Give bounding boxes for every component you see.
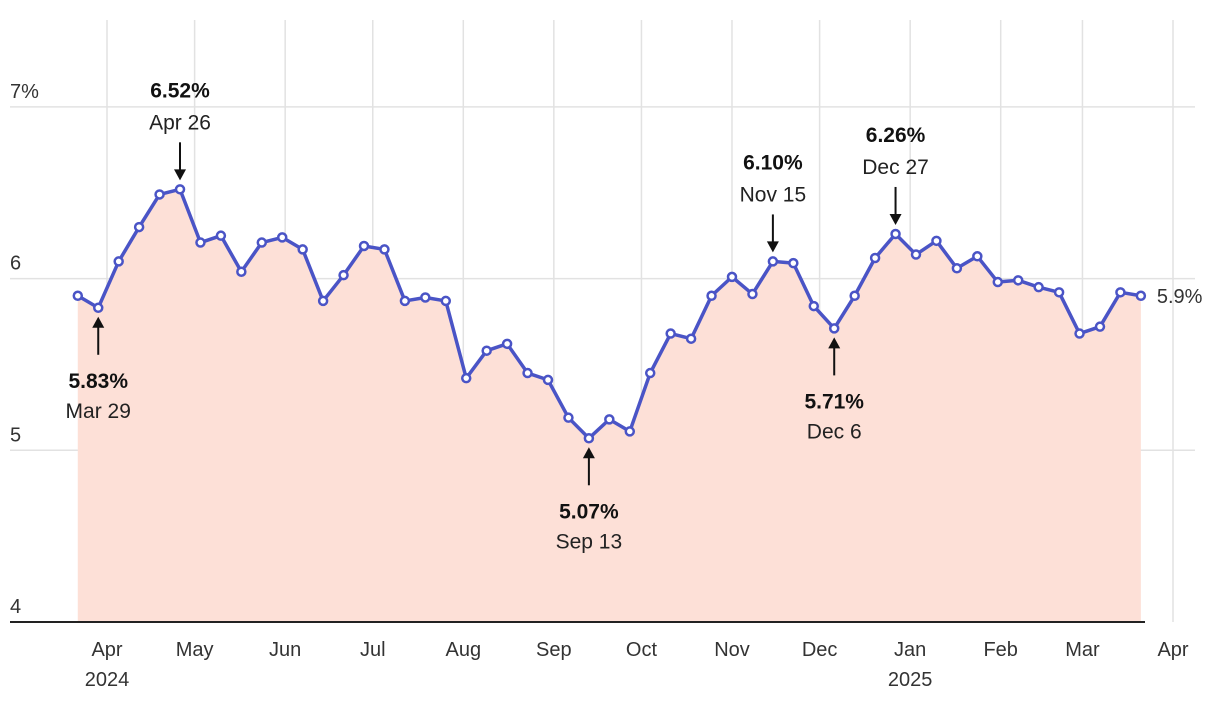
data-point xyxy=(747,288,758,300)
annotation-value: 5.07% xyxy=(559,500,619,523)
annotation-date: Dec 27 xyxy=(862,156,929,179)
data-point xyxy=(256,237,268,248)
y-tick-label: 7% xyxy=(10,81,39,103)
data-point xyxy=(154,189,165,200)
data-point xyxy=(358,240,370,252)
data-point xyxy=(236,266,247,277)
data-point xyxy=(440,295,452,307)
arrowhead-icon xyxy=(92,316,105,328)
x-tick-label: Jun xyxy=(269,639,301,661)
data-point xyxy=(726,271,738,283)
x-tick-label: Apr xyxy=(1157,639,1188,661)
data-point xyxy=(481,345,492,356)
data-point xyxy=(113,256,124,267)
data-point xyxy=(276,232,288,243)
data-point xyxy=(1115,287,1126,298)
arrowhead-icon xyxy=(582,447,595,459)
data-point xyxy=(1074,328,1085,339)
x-tick-label: Jan xyxy=(894,639,926,661)
data-point xyxy=(1053,287,1065,298)
data-point xyxy=(420,292,431,303)
data-point xyxy=(174,184,186,195)
y-tick-label: 4 xyxy=(10,596,21,618)
end-value-label: 5.9% xyxy=(1157,286,1203,308)
data-point xyxy=(399,295,411,307)
data-point xyxy=(624,426,636,437)
area-fill xyxy=(77,189,1141,623)
data-point xyxy=(215,230,227,241)
data-point xyxy=(542,374,554,386)
data-point xyxy=(808,300,820,312)
data-point xyxy=(501,338,513,350)
data-point xyxy=(92,302,104,314)
annotation-date: Nov 15 xyxy=(740,183,807,206)
annotation-value: 5.83% xyxy=(68,370,128,393)
x-tick-label: Oct xyxy=(626,639,658,661)
annotation-date: Sep 13 xyxy=(556,530,623,553)
data-point xyxy=(1033,281,1044,293)
annotation-value: 5.71% xyxy=(804,390,864,413)
data-point xyxy=(195,237,206,248)
annotation-date: Mar 29 xyxy=(66,400,131,423)
x-tick-label: Mar xyxy=(1065,639,1100,661)
x-tick-label: Feb xyxy=(983,639,1017,661)
x-tick-label: Aug xyxy=(446,639,482,661)
data-point xyxy=(849,290,860,302)
data-point xyxy=(604,414,615,425)
arrowhead-icon xyxy=(766,241,779,253)
data-point xyxy=(828,323,840,334)
data-point xyxy=(992,276,1004,288)
data-point xyxy=(665,328,676,339)
data-point xyxy=(297,244,308,255)
annotation-value: 6.52% xyxy=(150,79,210,102)
y-tick-label: 6 xyxy=(10,253,21,275)
x-tick-label: Dec xyxy=(802,639,838,661)
y-tick-label: 5 xyxy=(10,424,21,446)
data-point xyxy=(951,263,963,274)
data-point xyxy=(379,244,390,255)
arrowhead-icon xyxy=(889,213,902,225)
data-point xyxy=(1094,321,1106,332)
data-point xyxy=(522,367,533,379)
annotation-value: 6.26% xyxy=(866,124,926,147)
data-point xyxy=(869,252,881,264)
data-point xyxy=(1012,275,1024,286)
x-tick-label: May xyxy=(176,639,214,661)
data-point xyxy=(767,256,779,267)
data-point xyxy=(460,372,472,384)
data-point xyxy=(685,333,697,344)
data-point xyxy=(706,290,717,302)
data-point xyxy=(338,269,349,281)
data-point xyxy=(133,221,145,233)
x-tick-label: Apr xyxy=(91,639,122,661)
x-tick-label: Sep xyxy=(536,639,572,661)
data-point xyxy=(644,367,656,379)
x-tick-year: 2025 xyxy=(888,669,933,691)
data-point xyxy=(72,290,84,302)
x-tick-year: 2024 xyxy=(85,669,130,691)
arrowhead-icon xyxy=(174,169,187,181)
data-point xyxy=(788,257,799,269)
data-point xyxy=(931,235,942,247)
data-point xyxy=(910,249,922,260)
annotation-date: Apr 26 xyxy=(149,111,211,134)
data-point xyxy=(317,295,329,307)
data-point xyxy=(972,251,983,262)
annotation-value: 6.10% xyxy=(743,151,803,174)
annotation-date: Dec 6 xyxy=(807,420,862,443)
data-point xyxy=(890,228,901,240)
data-point xyxy=(1135,290,1147,302)
arrowhead-icon xyxy=(828,337,841,349)
x-tick-label: Nov xyxy=(714,639,750,661)
data-point xyxy=(583,433,595,444)
data-point xyxy=(563,412,574,423)
x-tick-label: Jul xyxy=(360,639,386,661)
